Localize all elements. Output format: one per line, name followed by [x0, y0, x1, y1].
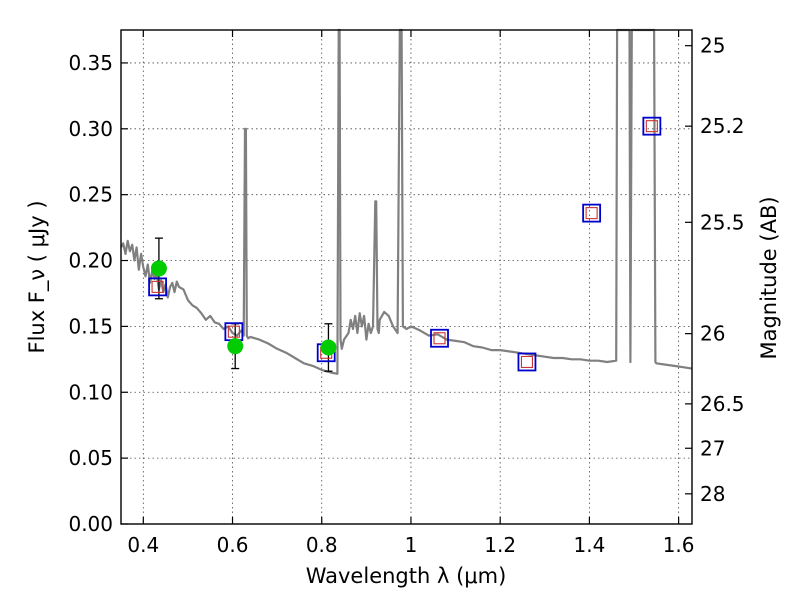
right-tick-labels: 25 25.2 25.5 26 26.5 27 28: [700, 34, 745, 506]
spectrum-layer: [120, 28, 693, 375]
observed-point: [150, 260, 167, 277]
right-tick-label: 28: [700, 482, 725, 506]
y-tick-label: 0.15: [68, 314, 113, 338]
model-point: [642, 116, 662, 136]
x-tick-labels: 0.4 0.6 0.8 1 1.2 1.4 1.6: [127, 533, 694, 557]
x-tick-label: 1.4: [573, 533, 605, 557]
model-spectrum-line: [120, 28, 693, 375]
right-tick-label: 25.2: [700, 114, 745, 138]
model-photometry-points: [148, 116, 662, 372]
right-tick-label: 26.5: [700, 392, 745, 416]
y-tick-label: 0.25: [68, 183, 113, 207]
right-axis-label: Magnitude (AB): [757, 196, 781, 359]
x-tick-label: 1.6: [663, 533, 695, 557]
y-tick-label: 0.00: [68, 512, 113, 536]
observed-photometry-points: [150, 260, 337, 356]
model-point: [517, 352, 537, 372]
x-axis-label: Wavelength λ (μm): [306, 564, 507, 588]
model-point: [582, 203, 602, 223]
axis-ticks: [121, 30, 692, 525]
model-point: [148, 277, 167, 297]
y-axis-label: Flux F_ν ( μJy ): [25, 200, 50, 353]
x-tick-label: 0.6: [217, 533, 249, 557]
y-tick-label: 0.05: [68, 446, 113, 470]
model-point-inner: [227, 325, 240, 338]
x-tick-label: 1: [405, 533, 418, 557]
model-point-inner: [433, 332, 446, 345]
model-point-inner: [151, 280, 164, 293]
model-point-inner: [645, 120, 658, 133]
right-tick-label: 25.5: [700, 210, 745, 234]
y-tick-label: 0.30: [68, 117, 113, 141]
observed-point: [320, 339, 337, 356]
observed-point: [227, 338, 244, 355]
model-point-inner: [520, 355, 533, 369]
right-tick-label: 25: [700, 34, 725, 58]
y-tick-label: 0.35: [68, 51, 113, 75]
grid-lines: [121, 30, 692, 525]
right-tick-label: 26: [700, 322, 725, 346]
plot-frame: [120, 29, 693, 525]
right-tick-label: 27: [700, 436, 725, 460]
x-tick-label: 0.8: [306, 533, 338, 557]
y-tick-label: 0.10: [68, 380, 113, 404]
x-tick-label: 1.2: [484, 533, 516, 557]
model-point: [430, 328, 449, 348]
y-tick-labels: 0.00 0.05 0.10 0.15 0.20 0.25 0.30 0.35: [68, 51, 113, 536]
y-tick-label: 0.20: [68, 249, 113, 273]
model-point-inner: [585, 207, 598, 220]
x-tick-label: 0.4: [127, 533, 159, 557]
